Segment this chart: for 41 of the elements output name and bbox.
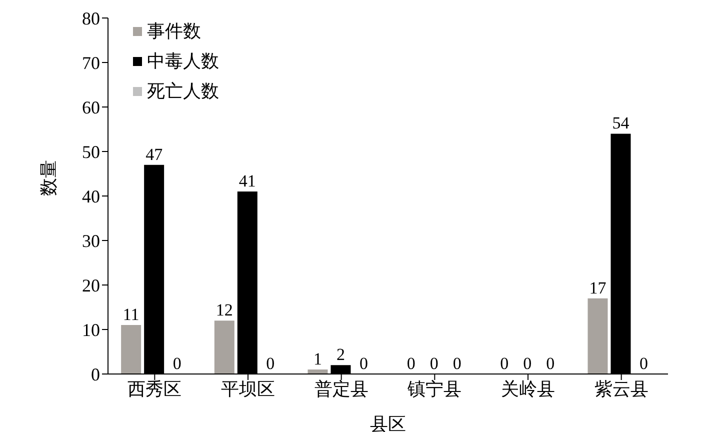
data-label: 54 [612, 114, 630, 133]
y-tick-label: 70 [82, 52, 100, 73]
data-label: 0 [359, 354, 368, 373]
legend-label: 事件数 [147, 20, 201, 43]
y-tick-label: 80 [82, 8, 100, 28]
y-tick-label: 50 [82, 142, 100, 162]
data-label: 17 [589, 278, 607, 298]
data-label: 0 [406, 354, 416, 373]
data-label: 0 [523, 354, 532, 373]
data-label: 0 [266, 354, 275, 373]
y-axis-title: 数量 [38, 160, 58, 196]
bar [214, 320, 234, 374]
y-tick-label: 30 [82, 230, 100, 251]
x-tick-label: 关岭县 [501, 378, 555, 399]
legend-label: 死亡人数 [147, 80, 219, 103]
data-label: 0 [452, 354, 462, 373]
y-tick-label: 0 [91, 364, 100, 384]
legend-label: 中毒人数 [147, 50, 219, 73]
x-tick-label: 普定县 [314, 378, 368, 399]
y-tick-label: 10 [82, 320, 100, 340]
data-label: 11 [122, 305, 140, 324]
data-label: 47 [146, 144, 164, 164]
data-label: 41 [238, 172, 256, 191]
bar [308, 370, 328, 374]
x-tick-label: 紫云县 [594, 378, 648, 399]
bar [588, 298, 608, 374]
x-tick-label: 平坝区 [221, 378, 275, 399]
data-label: 0 [500, 354, 509, 373]
data-label: 12 [216, 300, 233, 320]
data-label: 0 [639, 354, 648, 373]
data-label: 2 [336, 345, 345, 364]
data-label: 0 [172, 354, 182, 373]
y-tick-label: 40 [82, 186, 100, 206]
y-tick-label: 20 [82, 275, 100, 296]
data-label: 0 [546, 354, 555, 373]
data-label: 0 [430, 354, 438, 373]
x-tick-label: 镇宁县 [406, 378, 462, 399]
y-tick-label: 60 [82, 97, 100, 118]
x-tick-label: 西秀区 [128, 378, 182, 399]
data-label: 1 [313, 350, 322, 369]
bar [121, 325, 142, 374]
